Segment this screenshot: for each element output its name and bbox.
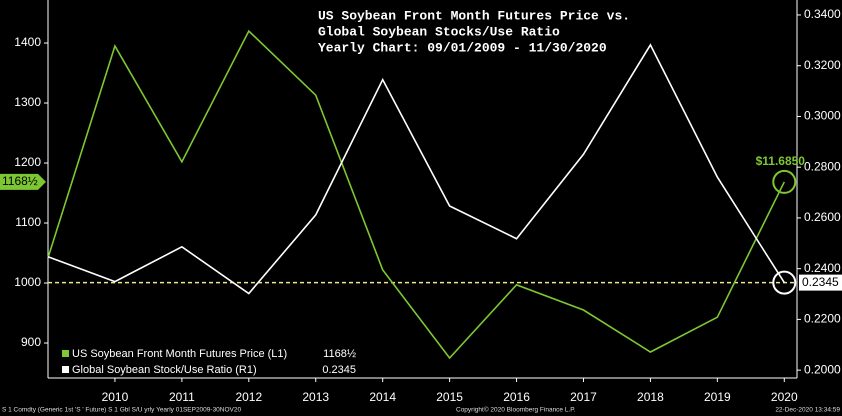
axis-value-label: 0.2345 (802, 275, 839, 289)
axis-value-tag (799, 274, 842, 291)
legend-label: US Soybean Front Month Futures Price (L1… (72, 348, 287, 360)
y-tick-label: 1200 (14, 155, 41, 169)
footer: S 1 Comdty (Generic 1st 'S ' Future) S 1… (2, 407, 242, 414)
y-tick-label: 900 (21, 335, 41, 349)
x-tick-label: 2019 (704, 390, 731, 404)
footer: Copyright© 2020 Bloomberg Finance L.P. (456, 406, 576, 414)
y2-tick-label: 0.3200 (804, 58, 841, 72)
y2-tick-label: 0.2600 (804, 210, 841, 224)
chart-title: US Soybean Front Month Futures Price vs. (318, 8, 630, 23)
x-tick-label: 2011 (169, 390, 195, 404)
y-tick-label: 1400 (14, 35, 41, 49)
chart-title: Global Soybean Stocks/Use Ratio (318, 24, 560, 39)
axis-value-label: 1168½ (2, 174, 38, 188)
axis-value-tag (0, 173, 46, 190)
x-tick-label: 2014 (369, 390, 396, 404)
y-tick-label: 1000 (14, 275, 41, 289)
end-label: $11.6850 (756, 154, 806, 168)
y2-tick-label: 0.3000 (804, 109, 841, 123)
x-tick-label: 2018 (637, 390, 664, 404)
end-marker (772, 270, 797, 295)
legend-swatch (62, 366, 69, 373)
x-tick-label: 2020 (771, 390, 798, 404)
footer: 22-Dec-2020 13:34:59 (775, 407, 840, 414)
y-tick-label: 1100 (15, 215, 41, 229)
y2-tick-label: 0.2800 (804, 159, 841, 173)
y2-tick-label: 0.2200 (804, 312, 841, 326)
end-marker (772, 169, 797, 194)
x-tick-label: 2010 (102, 390, 129, 404)
legend-label: Global Soybean Stock/Use Ratio (R1) (72, 364, 257, 376)
series-line (47, 43, 785, 295)
legend-value: 0.2345 (322, 364, 356, 376)
series-line (47, 29, 785, 360)
x-tick-label: 2013 (302, 390, 329, 404)
x-tick-label: 2015 (436, 390, 463, 404)
x-tick-label: 2016 (503, 390, 530, 404)
legend-swatch (62, 350, 69, 357)
legend-value: 1168½ (323, 348, 356, 360)
chart-title: Yearly Chart: 09/01/2009 - 11/30/2020 (318, 40, 607, 55)
y2-tick-label: 0.2000 (804, 362, 841, 376)
x-tick-label: 2017 (570, 390, 597, 404)
x-tick-label: 2012 (235, 390, 262, 404)
y2-tick-label: 0.2400 (804, 261, 841, 275)
y2-tick-label: 0.3400 (804, 7, 841, 21)
y-tick-label: 1300 (14, 95, 41, 109)
